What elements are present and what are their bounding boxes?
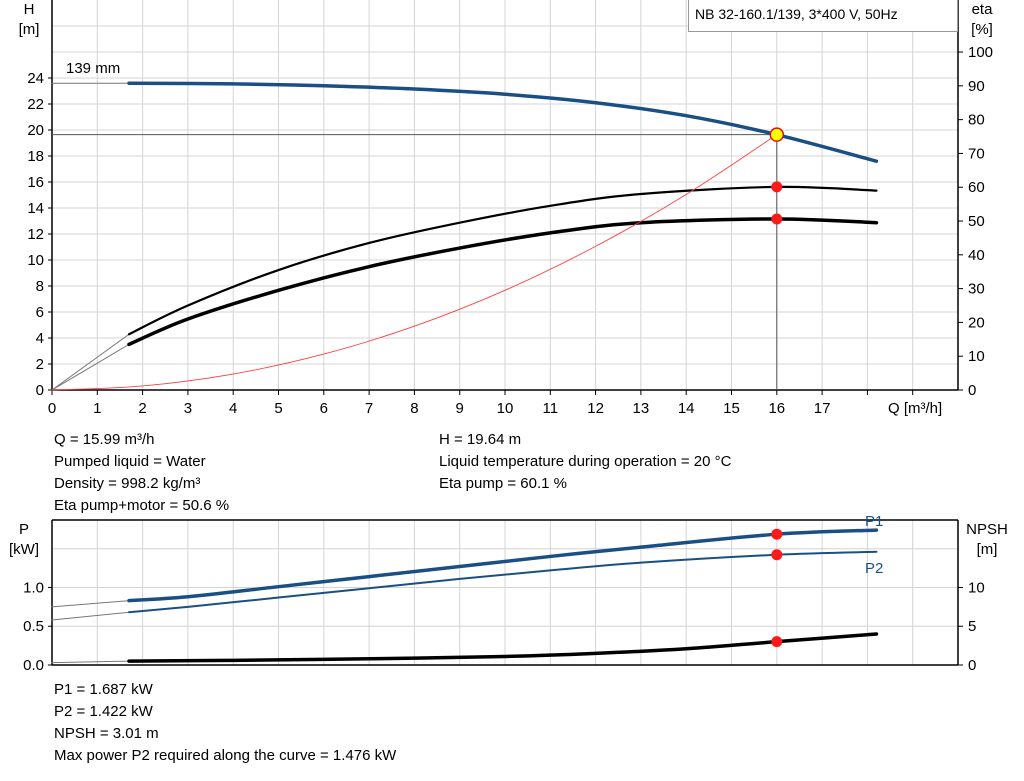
readout-density: Density = 998.2 kg/m³: [54, 475, 201, 492]
readout-temperature: Liquid temperature during operation = 20…: [439, 453, 732, 470]
x-tick-label: 7: [365, 400, 373, 417]
x-tick-label: 10: [497, 400, 514, 417]
readout-liquid: Pumped liquid = Water: [54, 453, 206, 470]
y-tick-label-left: 8: [36, 278, 44, 295]
eta_pump_motor-eta_thick-curve: [127, 217, 879, 347]
x-tick-label: 6: [320, 400, 328, 417]
NPSH-extension-curve: [51, 660, 130, 664]
y-tick-label-left: 14: [27, 200, 44, 217]
p1-label: P1: [865, 513, 884, 530]
y-tick-label-left: 6: [36, 304, 44, 321]
operating-point-marker: [771, 549, 783, 561]
readout-max-p2: Max power P2 required along the curve = …: [54, 747, 397, 764]
x-tick-label: 17: [814, 400, 831, 417]
x-tick-label: 5: [274, 400, 282, 417]
y-tick-label-right: 30: [968, 281, 985, 298]
x-tick-label: 8: [410, 400, 418, 417]
readout-power: P1 = 1.687 kW P2 = 1.422 kW NPSH = 3.01 …: [54, 679, 396, 767]
x-tick-label: 4: [229, 400, 237, 417]
y-tick-label-right: 0: [968, 382, 976, 399]
x-tick-label: 9: [456, 400, 464, 417]
H-head-curve: [127, 81, 879, 163]
eta-axis-name: eta: [971, 1, 993, 18]
y-tick-label-right: 70: [968, 145, 985, 162]
y-tick-label-left: 0: [36, 382, 44, 399]
y-tick-label-right: 100: [968, 44, 993, 61]
P1-extension-curve: [51, 600, 130, 608]
p-axis-unit: [kW]: [9, 541, 39, 558]
operating-point-marker: [771, 528, 783, 540]
npsh-axis-label: NPSH [m]: [962, 520, 1012, 560]
chart-title: NB 32-160.1/139, 3*400 V, 50Hz: [688, 0, 958, 32]
readout-p2: P2 = 1.422 kW: [54, 703, 153, 720]
h-axis-label: H [m]: [14, 0, 44, 40]
readout-p1: P1 = 1.687 kW: [54, 681, 153, 698]
y-tick-label-left: 4: [36, 330, 44, 347]
NPSH-npsh-curve: [127, 632, 879, 663]
x-tick-label: 2: [138, 400, 146, 417]
readout-right: H = 19.64 m Liquid temperature during op…: [439, 429, 731, 495]
y-tick-label-left: 20: [27, 122, 44, 139]
y-tick-label-left: 2: [36, 356, 44, 373]
x-tick-label: 12: [587, 400, 604, 417]
x-tick-label: 3: [184, 400, 192, 417]
x-tick-label: 15: [723, 400, 740, 417]
x-tick-label: 16: [768, 400, 785, 417]
system-system-curve: [51, 134, 778, 391]
p-axis-label: P [kW]: [4, 520, 44, 560]
npsh-axis-unit: [m]: [976, 541, 998, 558]
y-tick-label-left: 10: [27, 252, 44, 269]
npsh-axis-name: NPSH: [966, 521, 1008, 538]
operating-point-marker: [771, 181, 783, 193]
p-axis-name: P: [18, 521, 29, 538]
P1-p1-curve: [127, 528, 879, 603]
h-axis-name: H: [23, 1, 35, 18]
eta_pump-extension-curve: [51, 333, 130, 391]
y-tick-label-left: 0.0: [23, 657, 44, 674]
y-tick-label-right: 10: [968, 579, 985, 596]
y-tick-label-right: 50: [968, 213, 985, 230]
x-tick-label: 11: [543, 400, 559, 417]
readout-eta-pump: Eta pump = 60.1 %: [439, 475, 567, 492]
operating-point-marker: [771, 636, 783, 648]
eta-axis-label: eta [%]: [962, 0, 1002, 40]
x-tick-label: 0: [48, 400, 56, 417]
y-tick-label-right: 10: [968, 348, 985, 365]
readout-npsh: NPSH = 3.01 m: [54, 725, 159, 742]
y-tick-label-right: 40: [968, 247, 985, 264]
y-tick-label-left: 12: [27, 226, 44, 243]
y-tick-label-right: 80: [968, 112, 985, 129]
operating-point-marker: [771, 213, 783, 225]
readout-head: H = 19.64 m: [439, 431, 522, 448]
y-tick-label-left: 18: [27, 148, 44, 165]
x-tick-label: 1: [93, 400, 101, 417]
y-tick-label-right: 20: [968, 314, 985, 331]
x-tick-label: 13: [633, 400, 650, 417]
P2-extension-curve: [51, 611, 130, 621]
readout-eta-pump-motor: Eta pump+motor = 50.6 %: [54, 497, 230, 514]
readout-left: Q = 15.99 m³/h Pumped liquid = Water Den…: [54, 429, 229, 517]
y-tick-label-left: 1.0: [23, 579, 44, 596]
y-tick-label-left: 22: [27, 96, 44, 113]
y-tick-label-right: 90: [968, 78, 985, 95]
readout-flow: Q = 15.99 m³/h: [54, 431, 155, 448]
eta_pump-eta-curve: [127, 185, 878, 336]
h-axis-unit: [m]: [18, 21, 40, 38]
x-tick-label: 14: [678, 400, 695, 417]
duty-point-marker: [769, 127, 785, 142]
y-tick-label-left: 24: [27, 70, 44, 87]
y-tick-label-right: 5: [968, 618, 976, 635]
P2-p2-curve: [128, 550, 878, 614]
eta_pump_motor-extension-curve: [51, 343, 130, 391]
eta-axis-unit: [%]: [971, 21, 993, 38]
x-axis-label: Q [m³/h]: [888, 400, 943, 417]
y-tick-label-left: 16: [27, 174, 44, 191]
y-tick-label-left: 0.5: [23, 618, 44, 635]
y-tick-label-right: 60: [968, 179, 985, 196]
p2-label: P2: [865, 560, 884, 577]
y-tick-label-right: 0: [968, 657, 976, 674]
impeller-label: 139 mm: [66, 60, 121, 77]
